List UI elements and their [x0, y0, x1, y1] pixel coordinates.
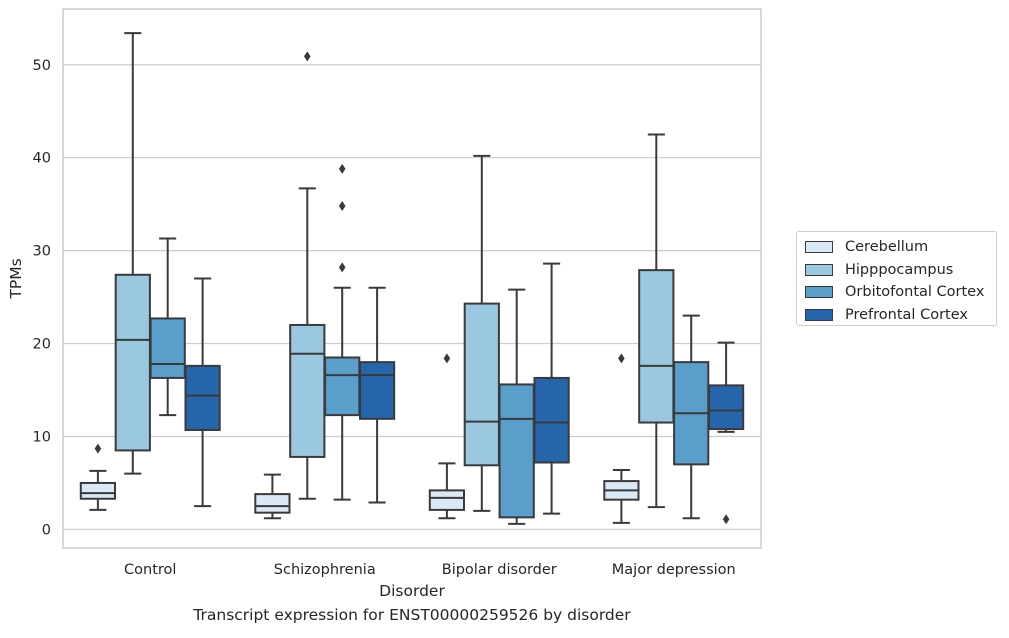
box-prefrontal-cortex-major-depression	[707, 384, 745, 431]
box-hipppocampus-major-depression	[638, 269, 675, 424]
box-cerebellum-schizophrenia	[254, 493, 291, 514]
plot-frame	[62, 8, 762, 549]
box-prefrontal-cortex-schizophrenia	[358, 361, 396, 420]
legend-label-prefrontal-cortex: Prefrontal Cortex	[845, 306, 968, 323]
x-axis-label: Disorder	[379, 582, 445, 600]
box-cerebellum-control	[79, 481, 117, 500]
box-prefrontal-cortex-bipolar-disorder	[533, 376, 570, 464]
legend-label-orbitofrontal-cortex: Orbitofontal Cortex	[845, 284, 985, 301]
x-tick-label-bipolar-disorder: Bipolar disorder	[442, 562, 557, 578]
legend-label-cerebellum: Cerebellum	[845, 239, 929, 256]
legend-swatch-prefrontal-cortex	[805, 308, 833, 321]
legend-item-cerebellum: Cerebellum	[805, 236, 996, 259]
box-prefrontal-cortex-control	[184, 364, 221, 431]
outlier-cerebellum-control	[94, 443, 102, 454]
y-tick-label: 30	[33, 244, 51, 260]
y-tick-label: 20	[33, 337, 51, 353]
outlier-orbitofontal-cortex-schizophrenia	[338, 163, 346, 174]
y-tick-label: 50	[33, 58, 51, 74]
outlier-hipppocampus-schizophrenia	[304, 51, 311, 62]
outlier-prefrontal-cortex-major-depression	[722, 514, 730, 525]
y-tick-label: 0	[42, 522, 51, 538]
legend-swatch-orbitofrontal-cortex	[805, 286, 833, 299]
x-tick-label-schizophrenia: Schizophrenia	[274, 562, 376, 578]
outlier-orbitofontal-cortex-schizophrenia	[338, 201, 346, 212]
y-tick-label: 10	[33, 429, 51, 445]
x-tick-label-control: Control	[124, 562, 176, 578]
legend-label-hippocampus: Hipppocampus	[845, 261, 954, 278]
legend: Cerebellum Hipppocampus Orbitofontal Cor…	[796, 231, 997, 326]
legend-item-prefrontal-cortex: Prefrontal Cortex	[805, 304, 996, 327]
y-axis-label: TPMs	[7, 258, 25, 299]
outlier-orbitofontal-cortex-schizophrenia	[338, 262, 346, 273]
box-hipppocampus-bipolar-disorder	[463, 302, 500, 467]
outlier-cerebellum-major-depression	[618, 353, 625, 364]
box-orbitofontal-cortex-control	[149, 317, 186, 379]
box-hipppocampus-schizophrenia	[289, 323, 326, 458]
figure-caption: Transcript expression for ENST0000025952…	[193, 606, 631, 624]
box-orbitofontal-cortex-bipolar-disorder	[498, 383, 535, 519]
box-orbitofontal-cortex-schizophrenia	[324, 356, 361, 417]
legend-swatch-hippocampus	[805, 263, 833, 276]
legend-item-hippocampus: Hipppocampus	[805, 259, 996, 282]
legend-swatch-cerebellum	[805, 241, 833, 254]
box-cerebellum-bipolar-disorder	[428, 489, 466, 511]
y-tick-label: 40	[33, 151, 51, 167]
box-hipppocampus-control	[114, 273, 151, 452]
legend-item-orbitofrontal-cortex: Orbitofontal Cortex	[805, 281, 996, 304]
x-tick-label-major-depression: Major depression	[612, 562, 736, 578]
outlier-cerebellum-bipolar-disorder	[443, 353, 451, 364]
